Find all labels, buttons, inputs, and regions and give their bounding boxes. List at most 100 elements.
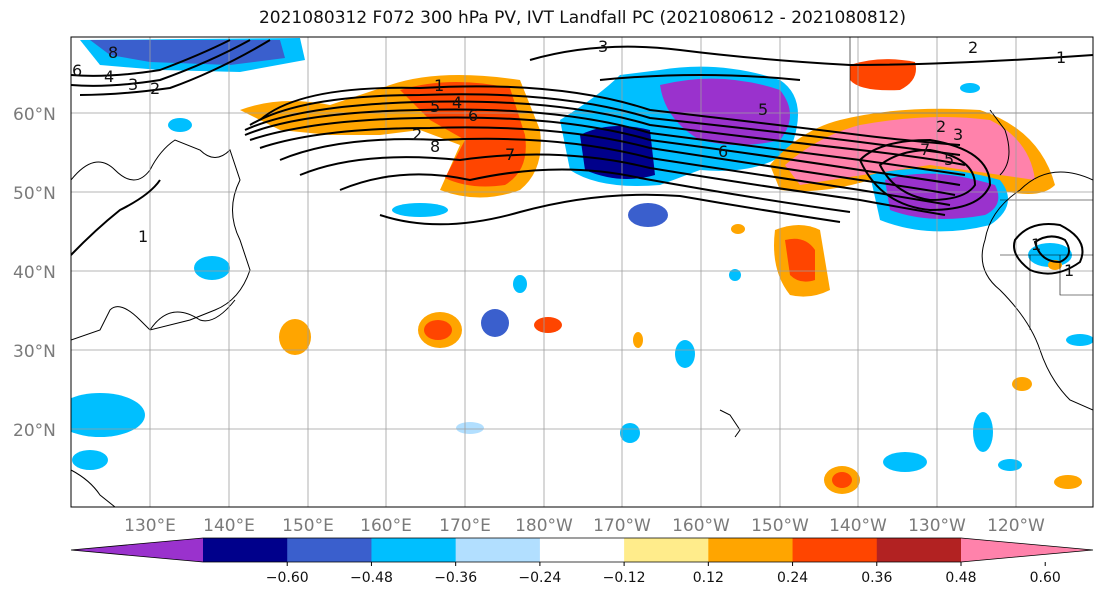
negative-anomaly-region: [973, 412, 993, 452]
contour-label: 7: [505, 145, 515, 164]
colorbar: −0.60 −0.48 −0.36 −0.24 −0.12 0.12 0.24 0.36 0.4…: [70, 537, 1094, 586]
colorbar-segment: [203, 538, 288, 562]
lon-label: 170°E: [439, 516, 491, 536]
lon-label: 150°W: [751, 516, 809, 536]
figure-title: 2021080312 F072 300 hPa PV, IVT Landfall…: [258, 8, 906, 28]
colorbar-tick-label: −0.48: [350, 570, 393, 586]
colorbar-segment: [876, 538, 962, 562]
contour-label: 2: [412, 125, 422, 144]
negative-anomaly-region: [729, 269, 741, 281]
negative-anomaly-region: [481, 309, 509, 337]
colorbar-tick-label: 0.48: [945, 570, 976, 586]
colorbar-segment: [539, 538, 625, 562]
colorbar-tick-label: −0.36: [434, 570, 477, 586]
negative-anomaly-region: [72, 450, 108, 470]
contour-label: 2: [968, 38, 978, 57]
colorbar-segment: [455, 538, 541, 562]
contour-label: 6: [72, 61, 82, 80]
lon-label: 170°W: [593, 516, 651, 536]
lat-label: 40°N: [13, 263, 56, 283]
contour-label: 3: [953, 125, 963, 144]
contour-label: 1: [1056, 48, 1066, 67]
lat-label: 50°N: [13, 184, 56, 204]
contours: [71, 39, 1093, 275]
colorbar-tick-label: −0.12: [603, 570, 646, 586]
contour-label: 8: [430, 137, 440, 156]
colorbar-segment: [287, 538, 372, 562]
positive-anomaly-region: [832, 472, 852, 488]
colorbar-segment: [624, 538, 709, 562]
negative-anomaly-region: [998, 459, 1022, 471]
colorbar-tick-label: −0.24: [518, 570, 561, 586]
contour-label: 2: [150, 79, 160, 98]
contour-label: 2: [936, 117, 946, 136]
negative-anomaly-region: [1066, 334, 1093, 346]
positive-anomaly-region: [633, 332, 643, 348]
negative-anomaly-region: [628, 203, 668, 227]
colorbar-tick-label: 0.36: [861, 570, 892, 586]
negative-anomaly-region: [620, 423, 640, 443]
lon-label: 160°W: [672, 516, 730, 536]
lon-label: 120°W: [987, 516, 1045, 536]
negative-anomaly-region: [960, 83, 980, 93]
positive-anomaly-region: [1012, 377, 1032, 391]
contour-label: 3: [598, 37, 608, 56]
map-frame: [70, 36, 1094, 508]
colorbar-tick-label: 0.12: [693, 570, 724, 586]
contour-label: 5: [944, 150, 954, 169]
contour-labels: 8 6 4 3 2 1 4 5 6 7 8 3 5 6 2 3 5 7 2 2 …: [72, 37, 1074, 280]
positive-anomaly-region: [279, 319, 311, 355]
negative-anomaly-region: [168, 118, 192, 132]
lon-label: 160°E: [360, 516, 412, 536]
lon-label: 180°W: [515, 516, 573, 536]
coastlines: [71, 109, 1093, 507]
negative-anomaly-region: [675, 340, 695, 368]
positive-anomaly-region: [731, 224, 745, 234]
map-content: 8 6 4 3 2 1 4 5 6 7 8 3 5 6 2 3 5 7 2 2 …: [71, 37, 1093, 507]
contour-label: 5: [758, 100, 768, 119]
colorbar-tick-label: −0.60: [266, 570, 309, 586]
contour-label: 1: [1031, 235, 1041, 254]
contour-label: 7: [920, 140, 930, 159]
colorbar-extend-min: [71, 538, 203, 562]
colorbar-segment: [792, 538, 878, 562]
graticule: [71, 37, 1093, 507]
contour-label: 5: [430, 97, 440, 116]
colorbar-tick-label: 0.60: [1030, 570, 1061, 586]
lon-label: 150°E: [282, 516, 334, 536]
colorbar-tick-label: 0.24: [777, 570, 808, 586]
lat-label: 20°N: [13, 421, 56, 441]
colorbar-segment: [708, 538, 794, 562]
positive-anomaly-region: [424, 320, 452, 340]
lon-label: 140°W: [829, 516, 887, 536]
contour-label: 1: [434, 76, 444, 95]
negative-anomaly-region: [660, 78, 790, 145]
contour-label: 6: [718, 142, 728, 161]
contour-label: 4: [452, 93, 462, 112]
contour-label: 3: [128, 75, 138, 94]
positive-anomaly-region: [534, 317, 562, 333]
lat-label: 60°N: [13, 105, 56, 125]
negative-anomaly-region: [883, 452, 927, 472]
contour-label: 6: [468, 106, 478, 125]
negative-anomaly-region: [71, 393, 145, 437]
lon-label: 140°E: [203, 516, 255, 536]
longitude-labels: 130°E 140°E 150°E 160°E 170°E 180°W 170°…: [124, 516, 1045, 536]
colorbar-outline: [70, 537, 1094, 563]
colorbar-extend-max: [961, 538, 1093, 562]
negative-anomaly-region: [194, 256, 230, 280]
negative-anomaly-region: [513, 275, 527, 293]
contour-label: 1: [138, 227, 148, 246]
negative-anomaly-region: [392, 203, 448, 217]
lat-label: 30°N: [13, 342, 56, 362]
contour-label: 1: [1064, 261, 1074, 280]
lon-label: 130°E: [124, 516, 176, 536]
contour-label: 8: [108, 43, 118, 62]
lon-label: 130°W: [908, 516, 966, 536]
positive-anomaly-region: [400, 81, 526, 187]
negative-anomaly-region: [456, 422, 484, 434]
latitude-labels: 60°N 50°N 40°N 30°N 20°N: [13, 105, 56, 441]
contour-label: 4: [104, 67, 114, 86]
positive-anomaly-region: [1054, 475, 1082, 489]
